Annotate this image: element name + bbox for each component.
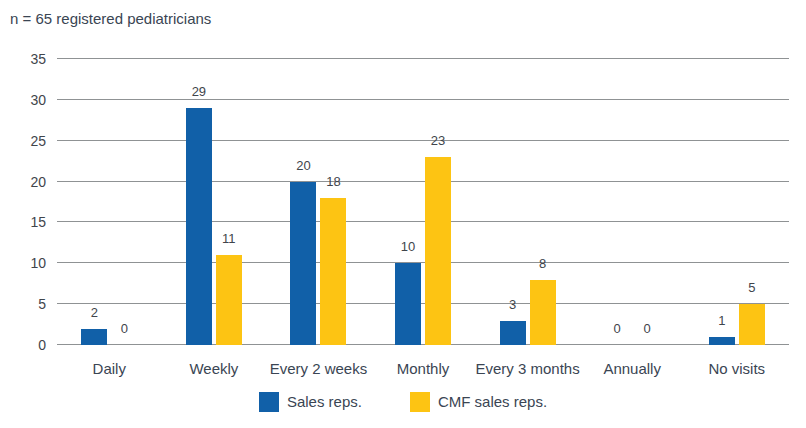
x-category-label: Monthly [371, 359, 476, 379]
legend-item: Sales reps. [259, 392, 362, 412]
bar [395, 263, 421, 345]
bar-slot: 18 [320, 175, 346, 345]
bar-group: 2018 [266, 59, 371, 345]
value-label: 18 [326, 175, 340, 188]
bar [530, 280, 556, 345]
y-tick-label: 0 [0, 337, 46, 353]
y-axis: 05101520253035 [0, 59, 46, 345]
y-tick-label: 10 [0, 255, 46, 271]
bar [425, 157, 451, 345]
y-tick-label: 30 [0, 92, 46, 108]
bar-group: 15 [684, 59, 789, 345]
legend-swatch [410, 392, 430, 412]
bar-slot: 8 [530, 257, 556, 345]
bar-group: 20 [57, 59, 162, 345]
bar-slot: 1 [709, 314, 735, 345]
x-category-label: Weekly [162, 359, 267, 379]
bar [81, 329, 107, 345]
bar [320, 198, 346, 345]
value-label: 3 [509, 298, 516, 311]
bar [290, 182, 316, 345]
bar-slot: 3 [500, 298, 526, 346]
bar-slot: 0 [111, 322, 137, 345]
value-label: 8 [539, 257, 546, 270]
value-label: 10 [401, 240, 415, 253]
x-category-label: No visits [684, 359, 789, 379]
bar-chart: n = 65 registered pediatricians 05101520… [0, 0, 806, 428]
value-label: 1 [718, 314, 725, 327]
value-label: 0 [644, 322, 651, 335]
bar-group: 10 23 [371, 59, 476, 345]
value-label: 0 [614, 322, 621, 335]
x-category-label: Annually [580, 359, 685, 379]
x-axis: DailyWeeklyEvery 2 weeksMonthlyEvery 3 m… [57, 359, 789, 379]
y-tick-label: 20 [0, 174, 46, 190]
bar-slot: 20 [290, 159, 316, 345]
value-label: 5 [748, 281, 755, 294]
y-tick-label: 15 [0, 214, 46, 230]
y-tick-label: 25 [0, 133, 46, 149]
x-category-label: Every 2 weeks [266, 359, 371, 379]
value-label: 0 [121, 322, 128, 335]
chart-title: n = 65 registered pediatricians [10, 10, 211, 28]
legend-item: CMF sales reps. [410, 392, 547, 412]
bar-group: 38 [475, 59, 580, 345]
bar [739, 304, 765, 345]
bar [500, 321, 526, 346]
legend-label: Sales reps. [287, 392, 362, 412]
bar-slot: 11 [216, 232, 242, 345]
bar-slot: 29 [186, 85, 212, 345]
value-label: 23 [431, 134, 445, 147]
bar [216, 255, 242, 345]
x-category-label: Every 3 months [475, 359, 580, 379]
legend-swatch [259, 392, 279, 412]
bar [186, 108, 212, 345]
bar-slot: 5 [739, 281, 765, 345]
x-category-label: Daily [57, 359, 162, 379]
y-tick-label: 5 [0, 296, 46, 312]
value-label: 20 [296, 159, 310, 172]
bar-slot: 0 [634, 322, 660, 345]
plot-area: 20291120181023380015 [57, 59, 789, 345]
bar-group: 00 [580, 59, 685, 345]
bar-slot: 2 [81, 306, 107, 345]
bar [709, 337, 735, 345]
y-tick-label: 35 [0, 51, 46, 67]
bar-slot: 23 [425, 134, 451, 345]
bar-group: 29 11 [162, 59, 267, 345]
bar-slot: 0 [604, 322, 630, 345]
bar-slot: 10 [395, 240, 421, 345]
legend: Sales reps. CMF sales reps. [0, 392, 806, 412]
value-label: 11 [222, 232, 236, 245]
value-label: 2 [91, 306, 98, 319]
legend-label: CMF sales reps. [438, 392, 547, 412]
value-label: 29 [192, 85, 206, 98]
